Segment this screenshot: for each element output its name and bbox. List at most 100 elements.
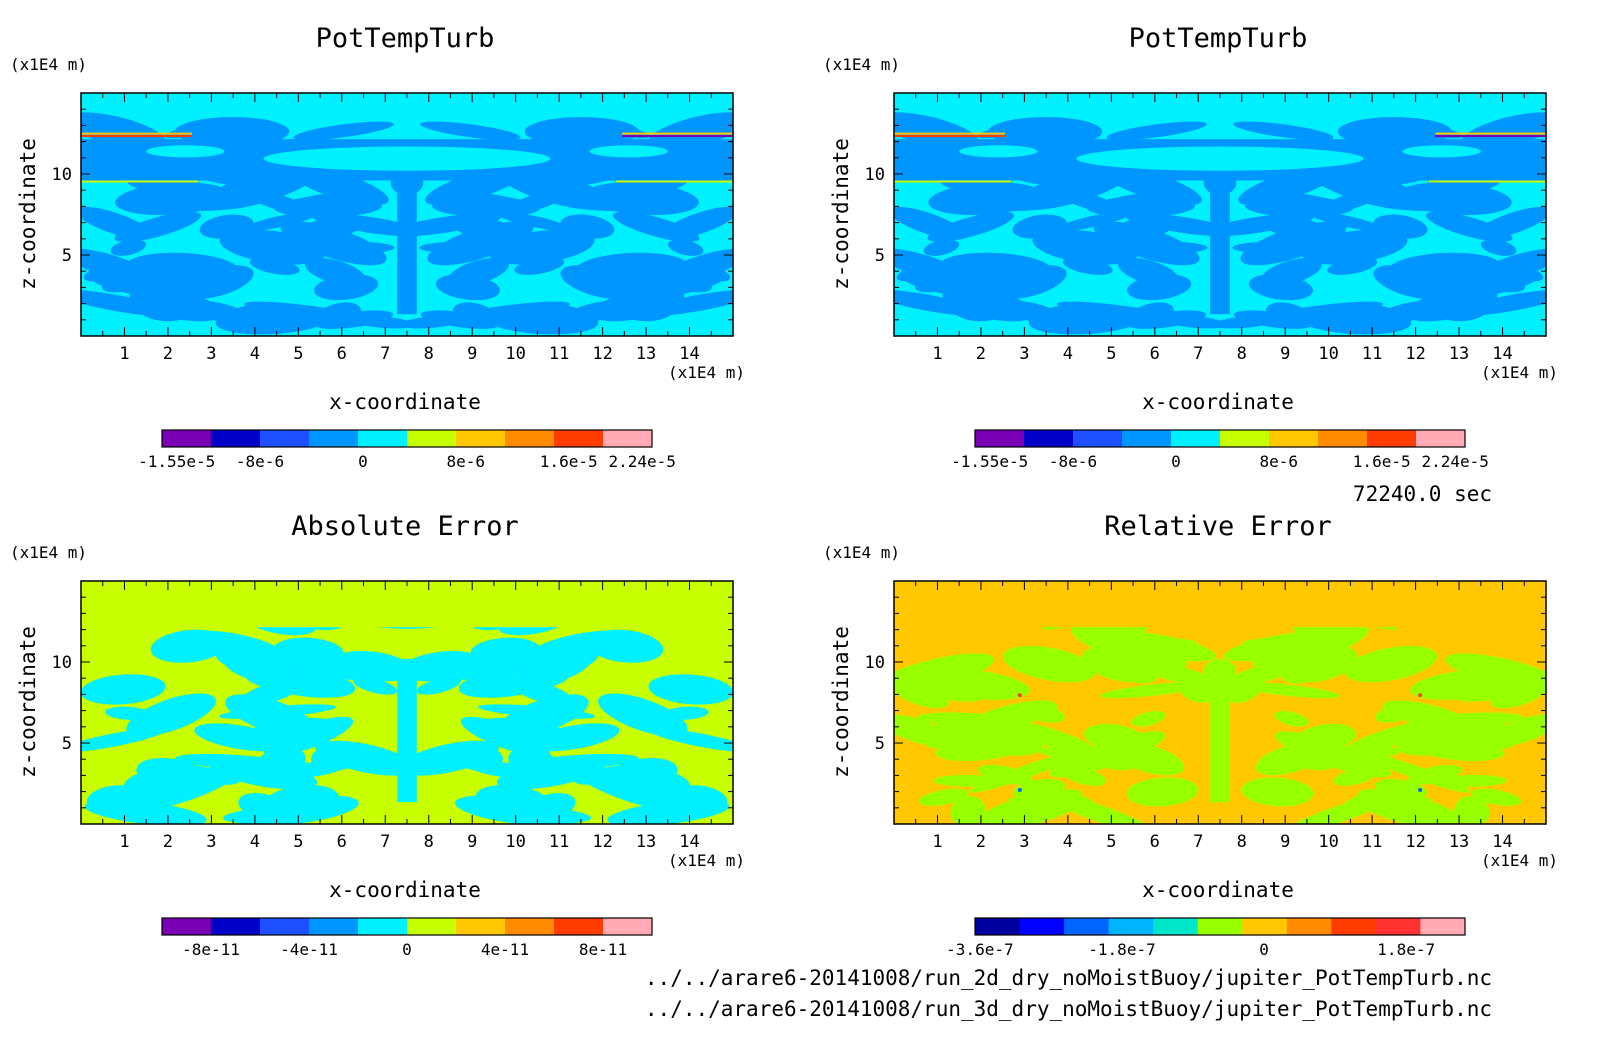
- x-tick-label: 14: [679, 832, 699, 852]
- field-contour: [1274, 731, 1392, 778]
- field-contour: [607, 195, 646, 212]
- colorbar-label: 0: [1171, 452, 1181, 471]
- y-axis-label: z-coordinate: [829, 626, 853, 778]
- colorbar-label: -4e-11: [280, 940, 338, 959]
- field-contour: [1210, 180, 1230, 315]
- y-axis-label: z-coordinate: [16, 138, 40, 290]
- x-tick-label: 8: [1237, 832, 1247, 852]
- field-contour: [115, 182, 231, 216]
- colorbar-swatch: [407, 918, 457, 935]
- field-line: [622, 135, 733, 138]
- x-tick-label: 6: [1150, 832, 1160, 852]
- field-contour: [439, 189, 531, 208]
- x-unit-label: (x1E4 m): [1481, 363, 1558, 382]
- field-contour: [923, 239, 960, 256]
- field-contour: [458, 671, 531, 698]
- field-contour: [1043, 792, 1158, 824]
- field-contour: [496, 757, 604, 790]
- file-path-1: ../../arare6-20141008/run_2d_dry_noMoist…: [644, 966, 1492, 990]
- colorbar-label: 0: [1259, 940, 1269, 959]
- field-layer: [894, 93, 1546, 336]
- field-contour: [1252, 189, 1344, 208]
- field-contour: [1221, 675, 1262, 703]
- x-tick-label: 7: [380, 344, 390, 364]
- field-contour: [894, 682, 949, 709]
- field-contour: [1127, 274, 1192, 301]
- field-contour: [1131, 710, 1166, 727]
- field-contour: [126, 693, 216, 737]
- field-contour: [81, 674, 166, 705]
- colorbar-swatch: [309, 918, 359, 935]
- field-contour: [1242, 638, 1313, 652]
- colorbar-swatch: [1286, 918, 1332, 935]
- field-line: [81, 135, 192, 138]
- field-spot: [1418, 787, 1423, 792]
- x-tick-label: 9: [1280, 832, 1290, 852]
- field-line: [1435, 132, 1546, 135]
- field-contour: [494, 211, 573, 232]
- field-contour: [942, 287, 1035, 322]
- field-contour: [219, 229, 326, 265]
- colorbar-swatch: [1375, 918, 1421, 935]
- field-contour: [1266, 302, 1314, 329]
- field-contour: [640, 289, 733, 317]
- colorbar-swatch: [1171, 430, 1221, 447]
- colorbar-swatch: [505, 918, 555, 935]
- x-tick-label: 5: [1106, 832, 1116, 852]
- x-tick-label: 14: [1492, 344, 1512, 364]
- x-tick-label: 4: [1063, 344, 1073, 364]
- field-contour: [1307, 211, 1386, 232]
- x-tick-label: 12: [592, 832, 612, 852]
- field-contour: [210, 757, 318, 790]
- y-unit-label: (x1E4 m): [823, 55, 900, 74]
- field-contour: [1126, 302, 1174, 329]
- field-contour: [420, 121, 521, 141]
- colorbar-frame: [161, 429, 653, 448]
- field-contour: [114, 211, 202, 242]
- colorbar-label: -8e-11: [182, 940, 240, 959]
- field-contour: [84, 800, 207, 824]
- field-contour: [257, 309, 315, 329]
- colorbar-swatch: [505, 430, 555, 447]
- x-unit-label: (x1E4 m): [668, 851, 745, 870]
- field-contour: [1162, 315, 1227, 329]
- x-tick-label: 6: [337, 832, 347, 852]
- field-contour: [150, 629, 228, 663]
- x-tick-label: 9: [1280, 344, 1290, 364]
- field-line: [622, 132, 733, 135]
- field-contour: [1203, 658, 1237, 684]
- x-tick-label: 1: [932, 832, 942, 852]
- colorbar-swatch: [260, 430, 310, 447]
- field-layer: [81, 581, 733, 824]
- field-contour: [1233, 121, 1334, 141]
- field-contour: [110, 239, 147, 256]
- colorbar-swatch: [358, 430, 408, 447]
- x-tick-label: 14: [1492, 832, 1512, 852]
- colorbar-label: -1.8e-7: [1088, 940, 1155, 959]
- x-tick-label: 4: [250, 832, 260, 852]
- x-tick-label: 13: [1449, 344, 1469, 364]
- field-contour: [390, 658, 424, 684]
- x-axis-label: x-coordinate: [329, 878, 481, 902]
- field-contour: [1405, 287, 1498, 322]
- field-contour: [576, 770, 692, 814]
- x-tick-label: 6: [1150, 344, 1160, 364]
- colorbar-label: -1.55e-5: [951, 452, 1028, 471]
- colorbar-swatch: [1024, 430, 1074, 447]
- field-contour: [249, 257, 300, 275]
- y-axis-label: z-coordinate: [16, 626, 40, 778]
- colorbar-label: -8e-6: [1049, 452, 1097, 471]
- x-tick-label: 10: [505, 832, 525, 852]
- field-line: [1435, 135, 1546, 138]
- field-contour: [1126, 777, 1199, 807]
- field-contour: [263, 716, 354, 757]
- x-tick-label: 10: [505, 344, 525, 364]
- colorbar-swatch: [1242, 918, 1288, 935]
- colorbar-label: 8e-6: [1260, 452, 1299, 471]
- field-spot: [1017, 787, 1022, 792]
- field-line: [1428, 180, 1546, 183]
- y-tick-label: 5: [62, 734, 72, 754]
- x-tick-label: 7: [380, 832, 390, 852]
- x-tick-label: 14: [679, 344, 699, 364]
